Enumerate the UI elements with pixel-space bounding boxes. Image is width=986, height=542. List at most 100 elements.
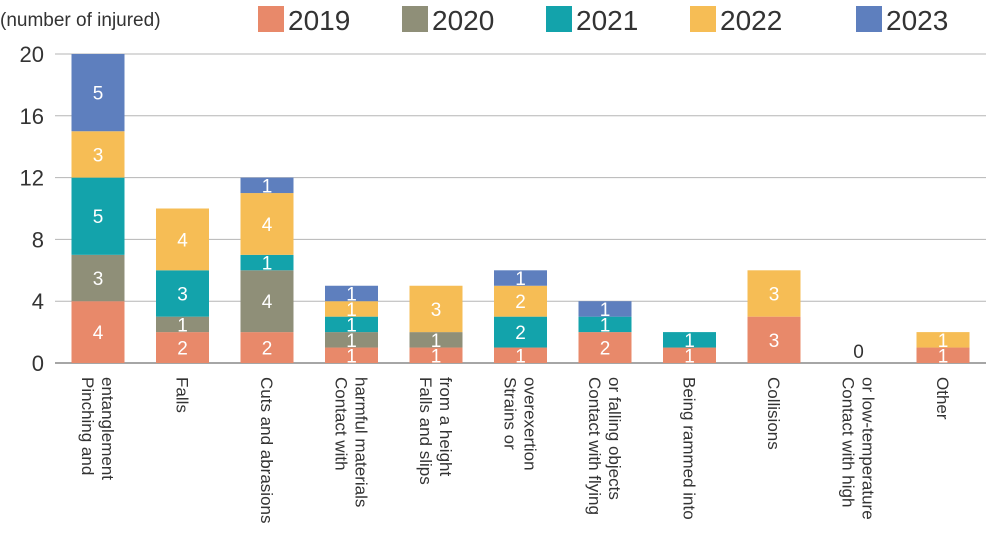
legend-label: 2019 [288,5,350,36]
y-axis-ticks: 0 4 8 12 16 20 [20,42,44,376]
y-tick-label: 20 [20,42,44,67]
legend-swatch [690,6,716,32]
data-label: 1 [431,331,442,352]
data-label: 1 [684,331,695,352]
category-label: Cuts and abrasions [257,377,276,523]
category-label-line: harmful materials [352,377,371,507]
category-label: Falls and slips from a height [416,377,455,485]
bar-segment [71,54,125,132]
legend-swatch [402,6,428,32]
data-label: 1 [938,346,949,367]
bar-segment [325,301,378,317]
category-label-line: Contact with [332,377,351,471]
legend-label: 2021 [576,5,638,36]
data-label: 1 [684,346,695,367]
category-label-line: overexertion [521,377,540,471]
category-label: Being rammed into [680,377,699,520]
category-label-line: Falls and slips [416,377,435,485]
category-label: Collisions [764,377,783,450]
data-label: 4 [262,292,273,313]
bar-segment [578,332,632,363]
category-label: Strains or overexertion [501,377,540,471]
category-label: Pinching and entanglement [78,377,117,480]
category-labels: Pinching and entanglement Falls Cuts and ab… [78,377,952,523]
bar-segment [240,270,294,333]
category-label-line: or falling objects [605,377,624,500]
data-label: 1 [177,315,188,336]
category-label-line: Cuts and abrasions [257,377,276,523]
legend-swatch [258,6,284,32]
bar-segment [409,332,463,348]
bar-segment [325,285,378,302]
bar-segment [240,332,294,363]
legend-label: 2020 [432,5,494,36]
bars [71,54,970,363]
data-label: 4 [177,230,188,251]
data-label: 1 [262,254,273,275]
bar-segment [240,254,294,271]
y-axis-label: (number of injured) [0,10,161,31]
bar-segment [663,332,716,348]
bar-segment [578,316,632,333]
data-label: 3 [769,284,780,305]
data-label: 2 [262,339,273,360]
total-label: 0 [853,342,864,363]
category-label-line: Being rammed into [680,377,699,520]
bar-segment [494,270,547,286]
bar-segment [578,301,632,317]
data-label: 1 [938,331,949,352]
category-label-line: entanglement [98,377,117,480]
y-tick-label: 4 [32,289,44,314]
data-label: 1 [515,269,526,290]
data-label: 1 [515,346,526,367]
data-label: 1 [346,284,357,305]
bar-segment [156,332,209,363]
category-label: Contact with harmful materials [332,377,371,507]
data-label: 3 [431,300,442,321]
y-tick-label: 8 [32,227,44,252]
legend-swatch [546,6,572,32]
bar-segment [916,332,970,348]
data-label: 1 [600,315,611,336]
bar-segment [747,316,801,363]
y-tick-label: 12 [20,166,44,191]
bar-segment [325,347,378,363]
bar-segment [71,177,125,255]
bar-segment [71,254,125,302]
category-label-line: Falls [173,377,192,413]
category-label-line: Contact with flying [585,377,604,515]
category-label: Contact with high or low-temperature [839,377,878,520]
data-label: 2 [600,339,611,360]
bar-segment [325,332,378,348]
category-label-line: Strains or [501,377,520,450]
data-label: 5 [93,207,104,228]
gridlines [55,53,986,364]
category-label-line: from a height [436,377,455,476]
data-label: 1 [431,346,442,367]
data-label: 1 [346,346,357,367]
data-label: 4 [93,323,104,344]
data-label: 1 [346,331,357,352]
legend-label: 2022 [720,5,782,36]
category-label: Falls [173,377,192,413]
category-label-line: or low-temperature [859,377,878,520]
legend-label: 2023 [886,5,948,36]
bar-segment [71,301,125,363]
data-label: 3 [93,269,104,290]
data-label: 1 [346,315,357,336]
bar-segment [663,347,716,363]
bar-segment [156,270,209,317]
bar-segment [409,347,463,363]
bar-segment [325,316,378,333]
bar-segment [156,208,209,271]
bar-segment [747,270,801,317]
data-label: 1 [262,176,273,197]
data-label: 4 [262,215,273,236]
y-tick-label: 16 [20,104,44,129]
data-label: 2 [515,292,526,313]
bar-segment [916,347,970,363]
category-label: Other [933,377,952,420]
category-label-line: Collisions [764,377,783,450]
data-label: 3 [177,284,188,305]
